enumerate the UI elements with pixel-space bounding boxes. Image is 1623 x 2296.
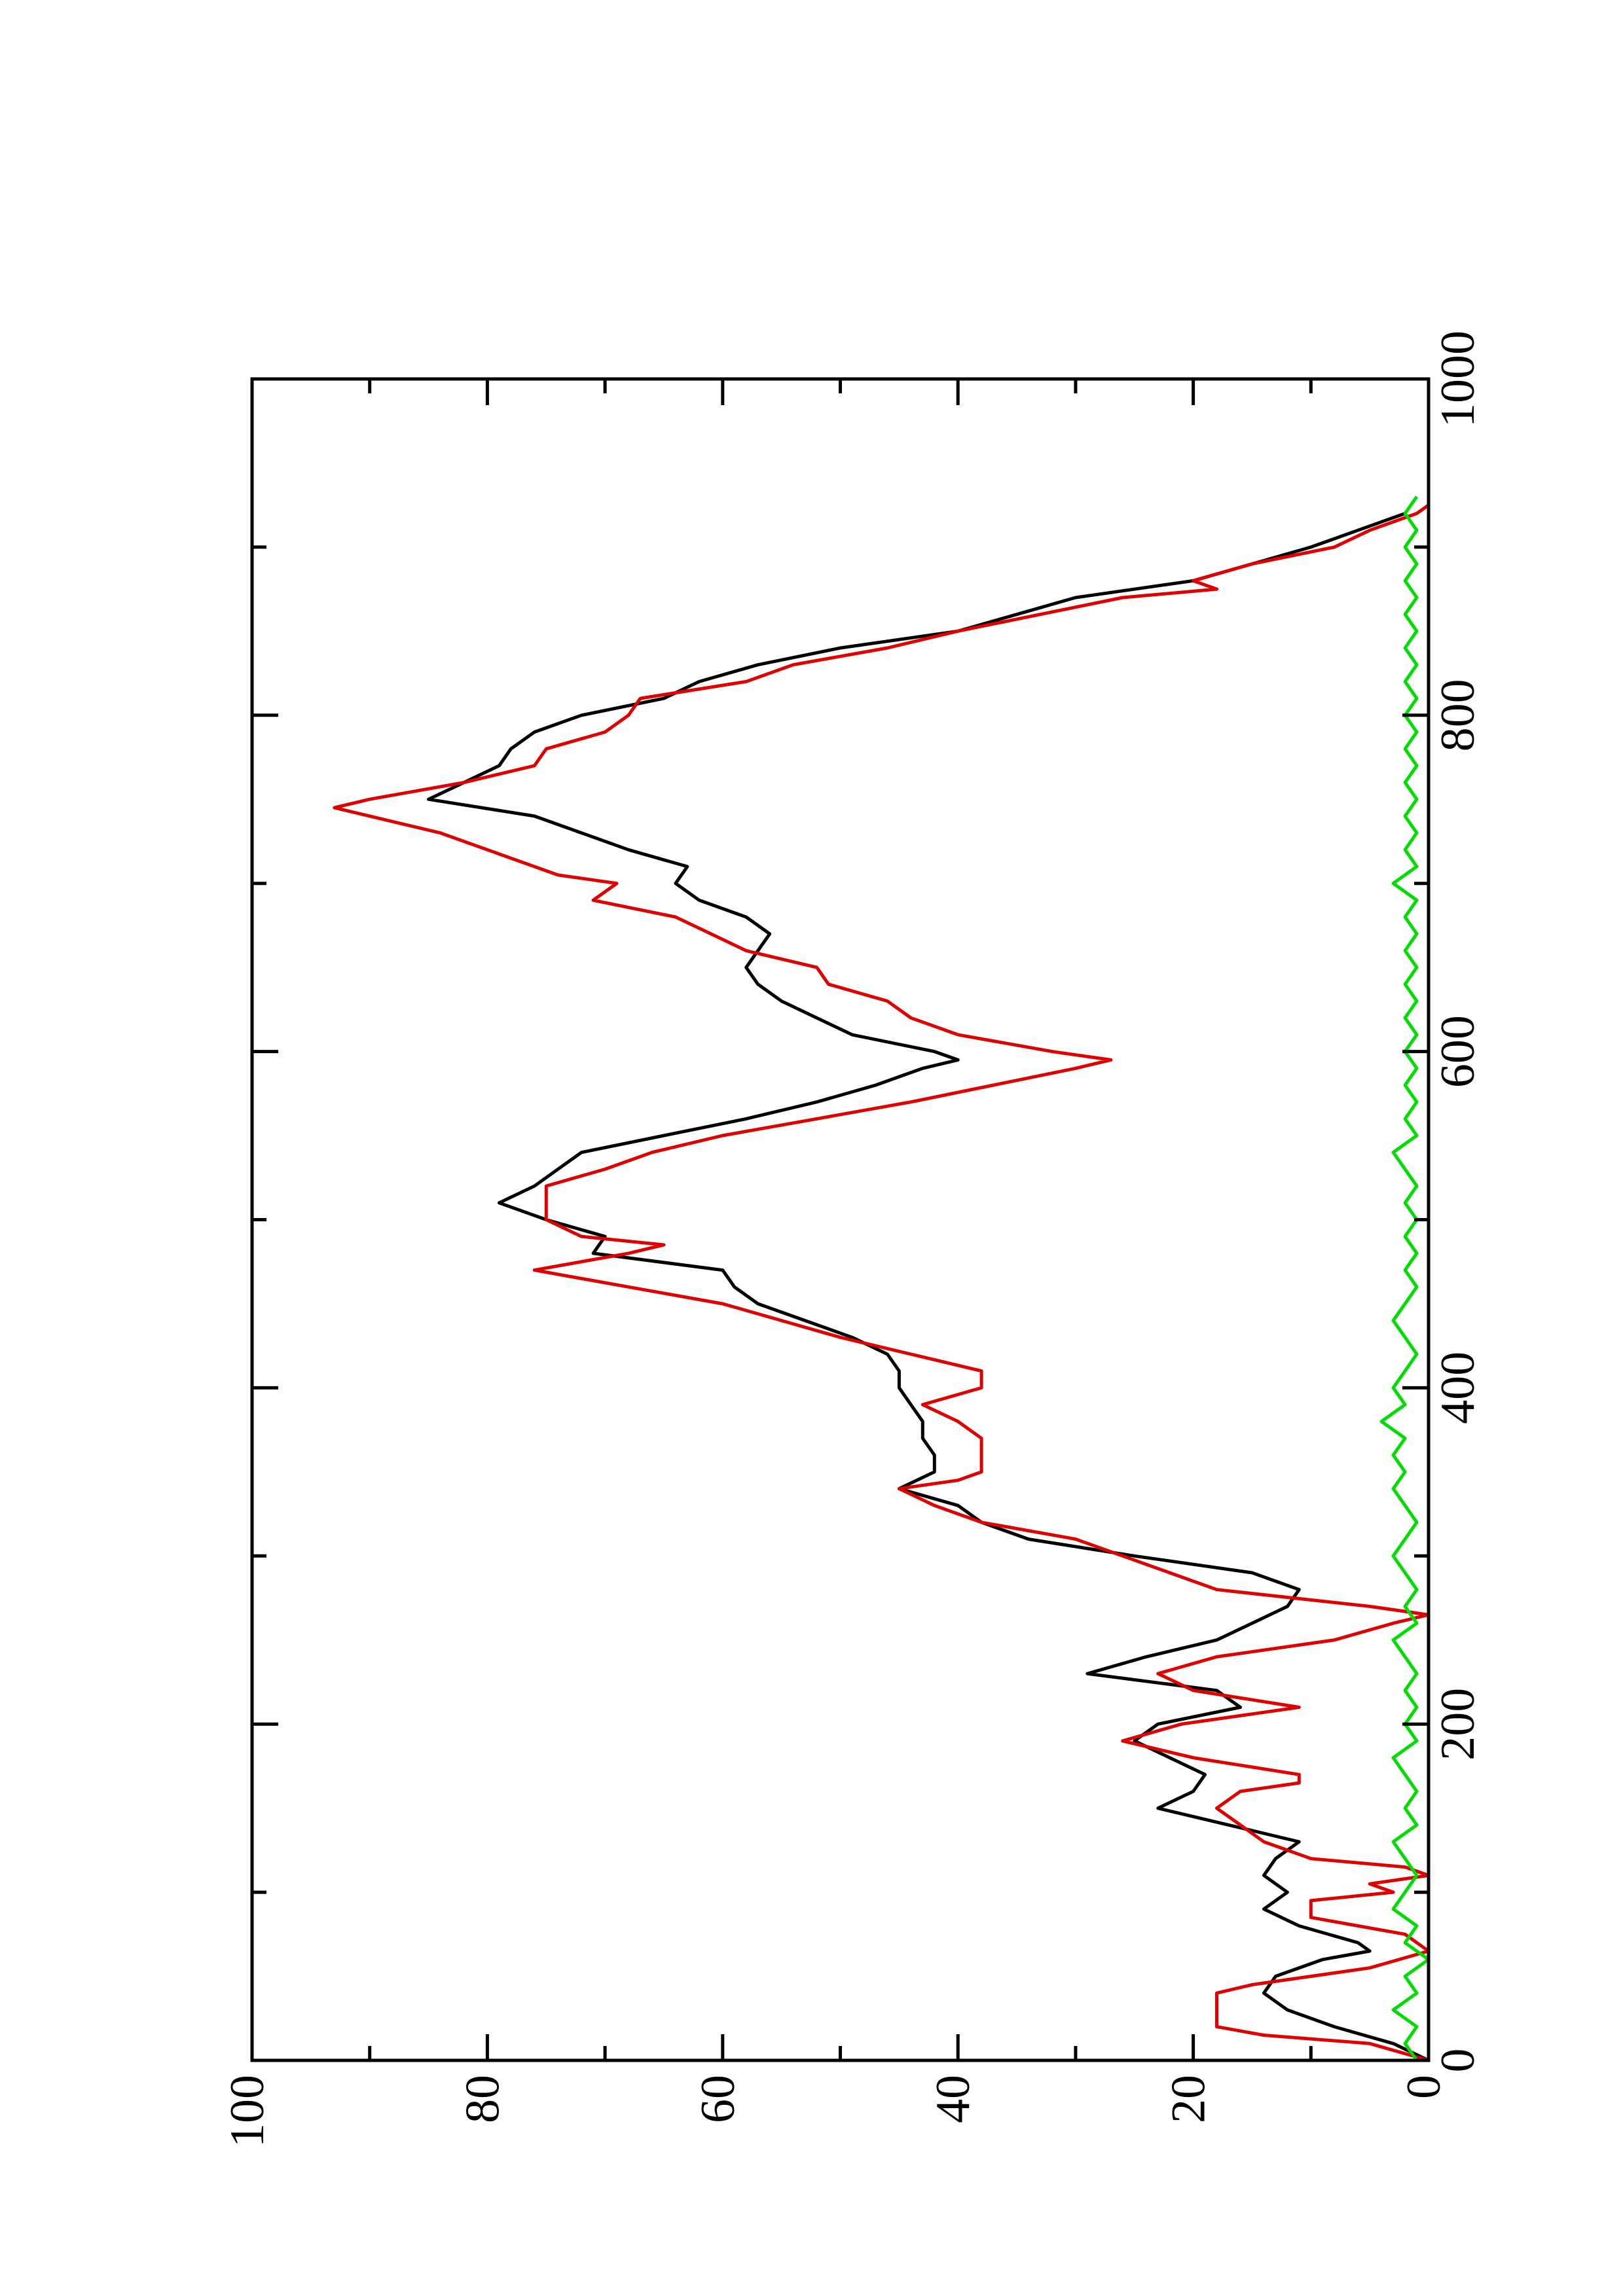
x-tick-label: 200 (1431, 1688, 1485, 1761)
rotated-chart: 0 200 400 600 800 1000 0 20 40 60 80 100 (221, 331, 1485, 2147)
series-line (333, 503, 1431, 2062)
x-tick-label: 0 (1431, 2049, 1485, 2073)
y-tick-label: 60 (691, 2075, 745, 2123)
series-line (1379, 495, 1431, 2062)
x-tick-label: 1000 (1431, 331, 1485, 427)
y-tick-label: 40 (926, 2075, 980, 2123)
y-tick-label: 0 (1397, 2075, 1451, 2099)
x-tick-label: 400 (1431, 1352, 1485, 1424)
x-tick-label: 800 (1431, 679, 1485, 751)
y-tick-label: 100 (221, 2075, 274, 2147)
y-tick-label: 80 (456, 2075, 509, 2123)
y-tick-label: 20 (1162, 2075, 1216, 2123)
series-line (427, 512, 1430, 2062)
x-tick-label: 600 (1431, 1015, 1485, 1088)
